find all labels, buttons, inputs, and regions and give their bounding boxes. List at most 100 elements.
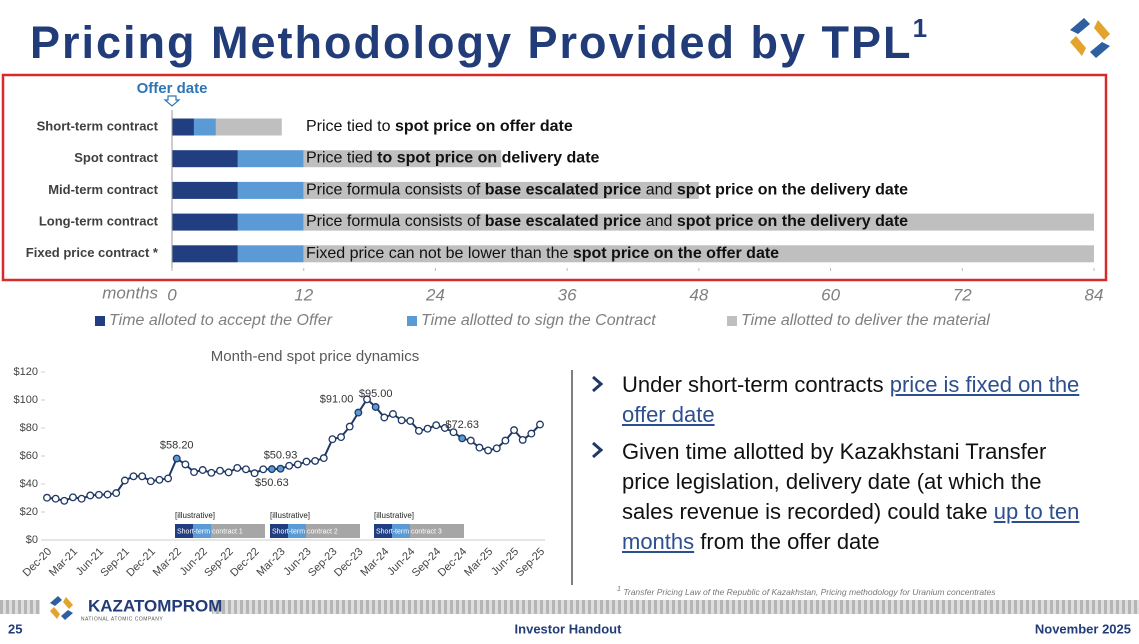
- value-label: $72.63: [445, 419, 479, 431]
- price-point: [241, 465, 250, 474]
- price-point: [475, 443, 484, 452]
- footnote-mark: 1: [617, 585, 621, 593]
- annotation-part: Price formula consists of: [306, 213, 485, 230]
- bullet-link-text: price is fixed on the offer date: [622, 372, 1080, 427]
- bar-segment: [303, 181, 699, 199]
- x-tick-label: Mar-21: [47, 546, 80, 579]
- price-point: [501, 436, 510, 445]
- x-tick-label: Mar-22: [151, 546, 184, 579]
- price-point: [112, 489, 121, 498]
- price-point: [267, 465, 276, 474]
- y-tick-label: $60: [20, 450, 38, 462]
- x-tick-label: 0: [167, 285, 177, 304]
- price-point: [510, 426, 519, 435]
- price-point: [276, 464, 285, 473]
- price-point: [389, 410, 397, 418]
- price-point: [51, 494, 60, 503]
- footer-date: November 2025: [1035, 621, 1131, 636]
- slide-title: Pricing Methodology Provided by TPL1: [30, 13, 929, 68]
- value-label: $58.20: [160, 439, 194, 451]
- illustration-bar: [211, 524, 265, 538]
- value-label: $95.00: [359, 388, 393, 400]
- annotation-part: and: [641, 213, 677, 230]
- bullet-icon: [592, 375, 604, 393]
- x-tick-label: 24: [425, 285, 445, 304]
- x-tick-label: 72: [953, 285, 972, 304]
- price-point: [484, 446, 493, 455]
- price-point: [43, 493, 51, 502]
- title-superscript: 1: [913, 13, 929, 43]
- illustration-bar: [270, 524, 288, 538]
- price-point: [319, 454, 328, 463]
- bullet-link-text: up to ten months: [622, 499, 1080, 554]
- bar-segment: [172, 181, 238, 199]
- price-point: [440, 424, 449, 432]
- footnote-text: Transfer Pricing Law of the Republic of …: [623, 586, 996, 597]
- illustration-text: Short-term contract 3: [376, 528, 442, 535]
- bullet-icon: [592, 441, 604, 459]
- price-point: [250, 469, 259, 478]
- price-point: [259, 465, 268, 474]
- y-tick-label: $0: [26, 534, 38, 546]
- price-point: [406, 417, 415, 425]
- logo-piece: [1070, 36, 1086, 56]
- price-point: [103, 490, 112, 499]
- bullet: Given time allotted by Kazakhstani Trans…: [622, 437, 1092, 557]
- x-tick-label: 36: [558, 285, 577, 304]
- price-point: [86, 491, 95, 500]
- bar-segment: [172, 213, 238, 231]
- x-tick-label: 12: [294, 285, 313, 304]
- bar-annotation: Price formula consists of base escalated…: [306, 182, 908, 199]
- bar-segment: [303, 213, 1094, 231]
- price-point: [423, 424, 432, 433]
- illustration-text: Short-term contract 2: [272, 528, 338, 535]
- annotation-part: and: [641, 182, 677, 199]
- price-point: [207, 468, 216, 477]
- bar-annotation: Price tied to spot price on offer date: [306, 118, 573, 135]
- annotation-part: spot price on the delivery date: [677, 182, 908, 199]
- price-point: [466, 436, 475, 445]
- price-point: [224, 468, 233, 477]
- price-point: [414, 426, 423, 435]
- annotation-part: spot price on the delivery date: [677, 213, 908, 230]
- illustration-bar: [410, 524, 464, 538]
- annotation-part: Fixed price can not be lower than the: [306, 245, 573, 262]
- bar-segment: [172, 245, 238, 263]
- price-point: [432, 421, 441, 430]
- bar-segment: [237, 181, 304, 199]
- price-point: [77, 494, 86, 503]
- bar-segment: [172, 118, 194, 136]
- x-tick-label: Dec-23: [332, 546, 366, 580]
- x-tick-label: Mar-25: [462, 546, 495, 579]
- footnote: 1 Transfer Pricing Law of the Republic o…: [617, 585, 995, 597]
- bar-segment: [303, 150, 502, 168]
- legend-label: Time allotted to sign the Contract: [421, 312, 656, 329]
- bullet-list: Under short-term contracts price is fixe…: [622, 370, 1092, 564]
- annotation-part: Price formula consists of: [306, 182, 485, 199]
- logo-piece: [61, 610, 73, 620]
- annotation-part: spot price on offer date: [395, 118, 573, 135]
- logo-piece: [1094, 20, 1110, 40]
- x-tick-label: 60: [821, 285, 840, 304]
- bullet-text: Given time allotted by Kazakhstani Trans…: [622, 439, 1047, 524]
- bar-segment: [237, 213, 304, 231]
- highlight-frame: [1, 73, 1108, 282]
- price-point: [302, 457, 311, 466]
- bar-annotation: Price formula consists of base escalated…: [306, 213, 908, 230]
- logo-piece: [50, 607, 60, 619]
- annotation-part: spot price on the offer date: [573, 245, 779, 262]
- price-point: [129, 472, 138, 481]
- illustration-bar: [306, 524, 360, 538]
- illustration-text: Short-term contract 1: [177, 528, 243, 535]
- price-point: [164, 474, 173, 483]
- logo-piece: [1090, 42, 1110, 58]
- bar-annotation: Fixed price can not be lower than the sp…: [306, 245, 779, 262]
- price-point: [172, 454, 181, 463]
- price-point: [233, 463, 242, 472]
- annotation-part: Price tied to: [306, 118, 395, 135]
- legend-label: Time alloted to accept the Offer: [109, 312, 333, 329]
- price-point: [328, 435, 337, 444]
- price-point: [155, 475, 164, 484]
- illustration-bar: [374, 524, 392, 538]
